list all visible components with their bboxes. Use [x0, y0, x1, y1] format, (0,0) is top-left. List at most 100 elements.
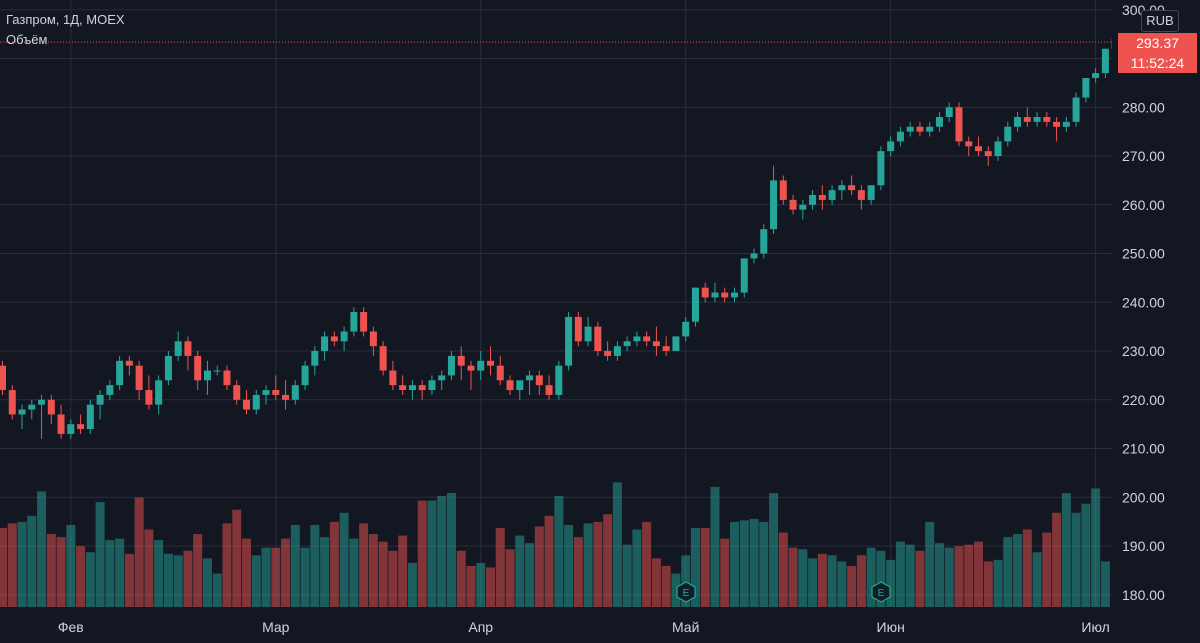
candle-body: [77, 424, 85, 430]
volume-bar: [856, 555, 866, 607]
candle: [1053, 117, 1061, 142]
earnings-marker[interactable]: E: [676, 581, 696, 603]
candle: [740, 258, 748, 298]
volume-bar: [671, 573, 681, 607]
earnings-marker-letter: E: [878, 588, 885, 599]
candle-body: [311, 351, 319, 366]
candle: [243, 390, 250, 415]
candle-body: [770, 180, 778, 230]
price-tick-label: 200.00: [1122, 489, 1165, 505]
candle-body: [818, 195, 826, 200]
candle-body: [594, 326, 602, 352]
candle: [906, 121, 914, 137]
candle-body: [252, 394, 260, 410]
volume-bar: [934, 543, 944, 607]
candle: [77, 414, 85, 434]
price-tick-label: 260.00: [1122, 197, 1165, 213]
volume-bar: [76, 546, 86, 607]
time-axis[interactable]: Фев Мар Апр Май Июн Июл: [58, 619, 1110, 635]
candle-body: [184, 341, 192, 356]
volume-bar: [905, 544, 915, 607]
candle-body: [526, 375, 534, 381]
candle: [711, 282, 719, 303]
volume-bar: [1091, 488, 1101, 607]
candle: [203, 360, 211, 395]
candle-body: [887, 141, 895, 152]
price-axis[interactable]: 180.00 190.00 200.00 210.00 220.00 230.00 240.…: [1112, 0, 1200, 643]
candle: [438, 370, 446, 391]
symbol-title[interactable]: Газпром, 1Д, MOEX: [6, 12, 125, 27]
candle-body: [935, 117, 943, 127]
candle: [106, 380, 114, 400]
volume-bar: [788, 547, 798, 607]
candle-body: [321, 336, 329, 352]
volume-bar: [251, 555, 261, 607]
candle-body: [1004, 126, 1012, 142]
candle-body: [1092, 73, 1100, 79]
time-tick-label: Июн: [877, 619, 905, 635]
volume-bar: [1013, 534, 1023, 607]
volume-bar: [564, 524, 574, 607]
candle: [1082, 78, 1090, 103]
candle-body: [965, 141, 973, 147]
volume-bar: [1042, 532, 1052, 607]
candle-body: [838, 185, 846, 191]
volume-legend-label[interactable]: Объём: [6, 32, 48, 47]
candle: [916, 121, 924, 137]
volume-bar: [232, 509, 242, 607]
volume-bar: [222, 523, 232, 607]
volume-bar: [300, 547, 310, 607]
candle-body: [96, 394, 104, 405]
candle-body: [799, 204, 807, 210]
candle: [867, 185, 875, 205]
candle: [574, 312, 582, 347]
volume-bar: [144, 529, 154, 607]
volume-bar: [398, 535, 408, 607]
earnings-icon: E: [676, 581, 696, 603]
candlestick-series: [0, 24, 1139, 439]
candle-body: [243, 399, 250, 410]
candle: [223, 365, 231, 391]
candle-body: [1101, 48, 1109, 74]
volume-bar: [612, 482, 622, 607]
volume-bar: [778, 532, 788, 607]
volume-bar: [134, 497, 144, 607]
candle-body: [721, 292, 729, 298]
volume-bar: [46, 534, 56, 607]
candle-body: [155, 380, 163, 405]
volume-bar: [876, 550, 886, 607]
earnings-icon: E: [871, 581, 891, 603]
candle-body: [379, 346, 387, 371]
volume-bar: [271, 547, 281, 607]
candle: [340, 326, 348, 352]
volume-bar: [847, 565, 857, 607]
candle: [643, 331, 651, 347]
currency-badge[interactable]: RUB: [1141, 10, 1179, 32]
volume-bar: [281, 538, 291, 607]
candle-body: [691, 287, 699, 322]
volume-bar: [515, 535, 525, 607]
candle: [1023, 107, 1031, 127]
candle: [1101, 48, 1109, 79]
earnings-marker[interactable]: E: [871, 581, 891, 603]
volume-bar: [368, 534, 378, 607]
candle-body: [955, 107, 963, 142]
candle-body: [877, 151, 885, 186]
candle: [447, 351, 455, 381]
candle-body: [1023, 117, 1031, 122]
volume-bar: [759, 521, 769, 607]
candle: [828, 185, 836, 205]
volume-bar: [124, 553, 134, 607]
price-tick-label: 240.00: [1122, 294, 1165, 310]
volume-bar: [437, 496, 447, 607]
volume-bar: [95, 502, 105, 607]
candle-body: [750, 253, 758, 259]
candle-body: [809, 195, 817, 205]
candle: [984, 146, 992, 166]
candle: [1043, 112, 1051, 127]
candle-body: [574, 316, 582, 342]
candle: [194, 351, 202, 391]
volume-bar: [1003, 537, 1013, 607]
bar-countdown: 11:52:24: [1130, 55, 1185, 71]
